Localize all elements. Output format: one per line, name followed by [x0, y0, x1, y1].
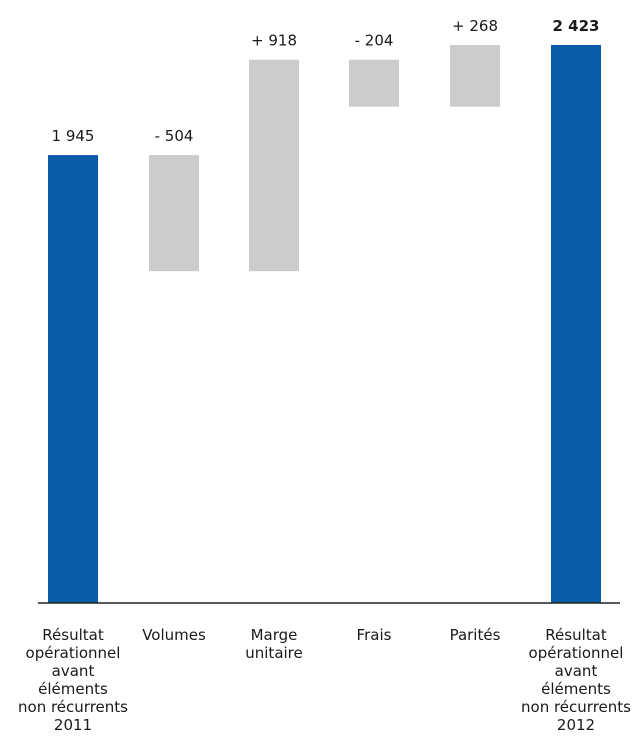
- category-label-line: Parités: [450, 626, 501, 644]
- bar-0: [48, 155, 98, 603]
- category-label-line: Frais: [357, 626, 392, 644]
- category-label-line: 2012: [557, 716, 595, 734]
- category-label-line: éléments: [38, 680, 108, 698]
- value-label-1: - 504: [155, 127, 194, 145]
- category-label-line: éléments: [541, 680, 611, 698]
- bar-4: [450, 45, 500, 107]
- category-label-line: unitaire: [245, 644, 303, 662]
- value-label-2: + 918: [251, 32, 297, 50]
- category-label-1: Volumes: [142, 626, 206, 644]
- category-label-line: non récurrents: [18, 698, 128, 716]
- category-label-3: Frais: [357, 626, 392, 644]
- category-label-line: Marge: [251, 626, 298, 644]
- category-label-line: avant: [555, 662, 598, 680]
- category-label-4: Parités: [450, 626, 501, 644]
- value-label-5: 2 423: [553, 17, 600, 35]
- value-label-4: + 268: [452, 17, 498, 35]
- category-label-line: opérationnel: [529, 644, 624, 662]
- value-labels-group: 1 945 - 504 + 918 - 204 + 268 2 423: [52, 17, 600, 145]
- value-label-0: 1 945: [52, 127, 95, 145]
- category-label-2: Marge unitaire: [245, 626, 303, 662]
- bar-5: [551, 45, 601, 603]
- category-label-line: avant: [52, 662, 95, 680]
- category-label-0: Résultat opérationnel avant éléments non réc…: [18, 626, 128, 734]
- bar-2: [249, 59, 299, 272]
- bar-3: [349, 59, 399, 107]
- category-labels-group: Résultat opérationnel avant éléments non réc…: [18, 626, 631, 734]
- category-label-line: Volumes: [142, 626, 206, 644]
- category-label-line: non récurrents: [521, 698, 631, 716]
- category-label-line: Résultat: [545, 626, 607, 644]
- category-label-5: Résultat opérationnel avant éléments non réc…: [521, 626, 631, 734]
- category-label-line: Résultat: [42, 626, 104, 644]
- bar-1: [149, 155, 199, 272]
- category-label-line: 2011: [54, 716, 92, 734]
- category-label-line: opérationnel: [26, 644, 121, 662]
- bars-group: [48, 45, 601, 603]
- value-label-3: - 204: [355, 32, 394, 50]
